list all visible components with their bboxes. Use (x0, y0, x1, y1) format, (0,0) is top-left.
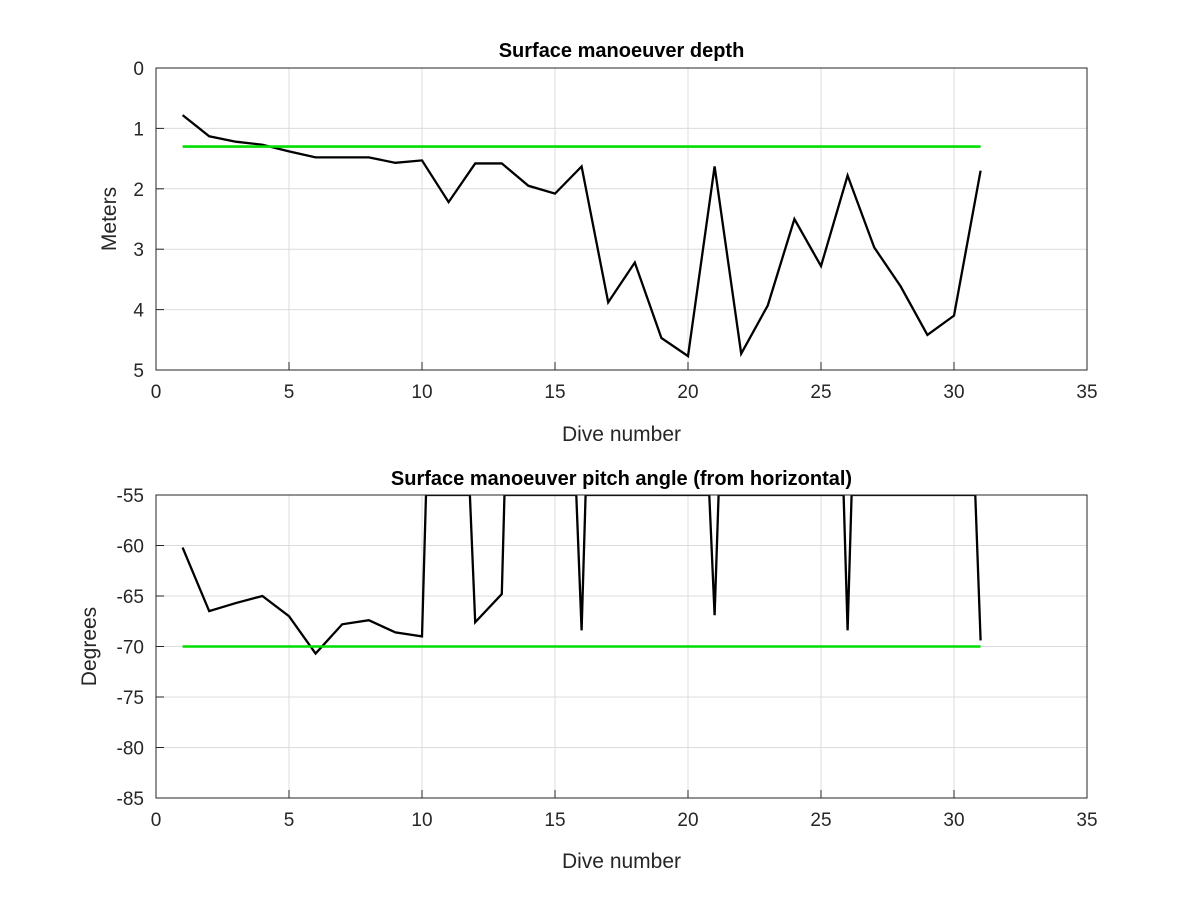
depth-chart-title: Surface manoeuver depth (499, 40, 745, 62)
pitch-chart-title: Surface manoeuver pitch angle (from hori… (391, 468, 852, 490)
pitch-series (181, 495, 982, 656)
pitch-chart: 0 5 10 15 20 25 30 35 -55 -60 -65 -70 -75 -80 -85 Sur… (78, 468, 1098, 873)
pitch-y-tick-label: -70 (117, 638, 144, 659)
depth-y-tick-label: 4 (133, 301, 144, 322)
depth-y-tick-label: 2 (133, 180, 144, 201)
pitch-y-tick-label: -60 (117, 537, 144, 558)
depth-x-tick-label: 25 (810, 382, 831, 403)
pitch-y-ticks: -55 -60 -65 -70 -75 -80 -85 (117, 486, 164, 810)
depth-y-tick-label: 1 (133, 119, 144, 140)
pitch-y-tick-label: -85 (117, 789, 144, 810)
pitch-x-tick-label: 20 (677, 810, 698, 831)
pitch-x-tick-label: 25 (810, 810, 831, 831)
pitch-data-line (181, 495, 982, 656)
pitch-x-tick-label: 5 (284, 810, 295, 831)
depth-x-tick-label: 20 (677, 382, 698, 403)
pitch-y-tick-label: -75 (117, 688, 144, 709)
depth-x-tick-label: 15 (544, 382, 565, 403)
depth-plot-frame (155, 67, 1088, 371)
depth-y-axis-label: Meters (98, 187, 121, 251)
depth-series (181, 114, 982, 359)
depth-x-tick-label: 10 (411, 382, 432, 403)
pitch-y-tick-label: -55 (117, 486, 144, 507)
pitch-x-tick-label: 35 (1076, 810, 1097, 831)
depth-x-tick-label: 30 (943, 382, 964, 403)
pitch-x-tick-label: 10 (411, 810, 432, 831)
depth-x-tick-label: 0 (151, 382, 162, 403)
depth-x-ticks: 0 5 10 15 20 25 30 35 (151, 362, 1098, 403)
depth-y-tick-label: 3 (133, 240, 144, 261)
depth-y-tick-label: 5 (133, 361, 144, 382)
depth-x-tick-label: 5 (284, 382, 295, 403)
pitch-x-tick-label: 30 (943, 810, 964, 831)
depth-y-tick-label: 0 (133, 59, 144, 80)
depth-grid (155, 67, 1088, 371)
pitch-x-tick-label: 15 (544, 810, 565, 831)
depth-x-tick-label: 35 (1076, 382, 1097, 403)
pitch-y-axis-label: Degrees (78, 607, 101, 686)
pitch-x-axis-label: Dive number (562, 850, 681, 873)
depth-x-axis-label: Dive number (562, 423, 681, 446)
depth-y-ticks: 0 1 2 3 4 5 (133, 59, 164, 382)
pitch-y-tick-label: -80 (117, 739, 144, 760)
pitch-y-tick-label: -65 (117, 587, 144, 608)
pitch-x-ticks: 0 5 10 15 20 25 30 35 (151, 790, 1098, 831)
pitch-x-tick-label: 0 (151, 810, 162, 831)
depth-data-line (181, 114, 982, 359)
